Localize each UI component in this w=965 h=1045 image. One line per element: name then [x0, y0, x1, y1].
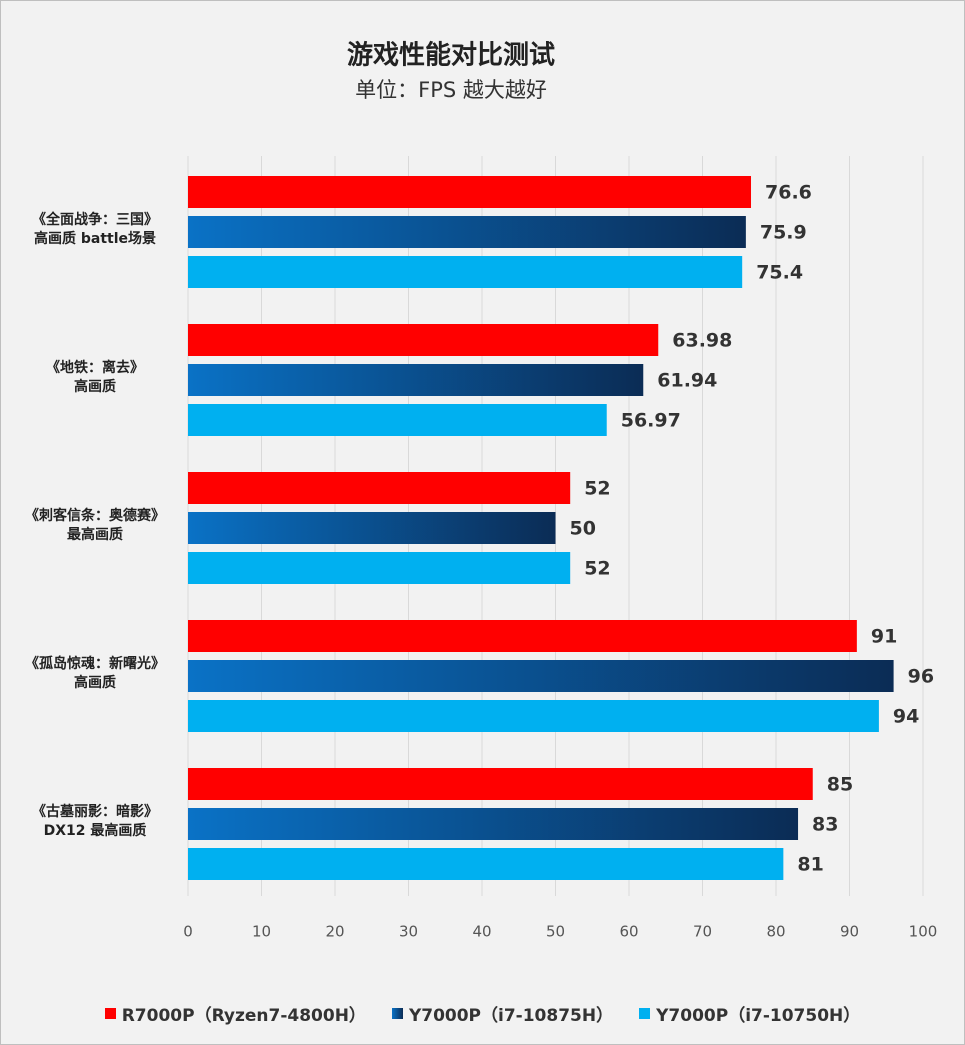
value-label: 81	[797, 854, 823, 876]
category-label: 《全面战争：三国》 高画质 battle场景	[32, 212, 158, 247]
legend-label: Y7000P（i7-10750H）	[656, 1006, 861, 1026]
category-label: 《古墓丽影：暗影》 DX12 最高画质	[32, 804, 158, 839]
legend-swatch	[639, 1008, 651, 1019]
bar	[188, 552, 571, 584]
value-label: 75.9	[760, 222, 807, 244]
chart-subtitle: 单位：FPS 越大越好	[355, 78, 547, 102]
legend-swatch	[104, 1008, 116, 1019]
x-tick-label: 30	[399, 923, 418, 941]
bar	[188, 660, 894, 692]
category-label: 《刺客信条：奥德赛》 最高画质	[25, 508, 165, 543]
bar	[188, 768, 813, 800]
bar	[188, 256, 743, 288]
bar	[188, 808, 799, 840]
value-label: 83	[812, 814, 838, 836]
x-tick-label: 40	[472, 923, 491, 941]
value-label: 75.4	[756, 262, 803, 284]
value-label: 50	[570, 518, 596, 540]
legend-label: R7000P（Ryzen7-4800H）	[121, 1006, 366, 1026]
value-label: 63.98	[672, 330, 732, 352]
category-label: 《地铁：离去》 高画质	[46, 360, 144, 395]
value-label: 96	[908, 666, 934, 688]
value-label: 56.97	[621, 410, 681, 432]
bar	[188, 176, 752, 208]
legend: R7000P（Ryzen7-4800H） Y7000P（i7-10875H） Y70…	[1, 1001, 964, 1026]
bar	[188, 364, 644, 396]
value-label: 85	[827, 774, 853, 796]
x-tick-label: 80	[766, 923, 785, 941]
bar	[188, 216, 746, 248]
value-label: 61.94	[657, 370, 717, 392]
value-label: 91	[871, 626, 897, 648]
x-tick-label: 0	[183, 923, 193, 941]
legend-swatch	[391, 1008, 403, 1019]
bar	[188, 848, 784, 880]
bar	[188, 472, 571, 504]
bar	[188, 620, 857, 652]
legend-item: Y7000P（i7-10875H）	[391, 1001, 614, 1026]
legend-label: Y7000P（i7-10875H）	[408, 1006, 614, 1026]
x-tick-label: 20	[325, 923, 344, 941]
x-tick-label: 50	[546, 923, 565, 941]
legend-item: Y7000P（i7-10750H）	[639, 1001, 860, 1026]
value-label: 94	[893, 706, 919, 728]
category-label: 《孤岛惊魂：新曙光》 高画质	[25, 656, 165, 691]
value-label: 76.6	[765, 182, 812, 204]
x-tick-label: 70	[693, 923, 712, 941]
bar	[188, 700, 879, 732]
x-tick-label: 60	[619, 923, 638, 941]
legend-item: R7000P（Ryzen7-4800H）	[104, 1001, 366, 1026]
x-tick-label: 90	[840, 923, 859, 941]
x-tick-label: 10	[252, 923, 271, 941]
bar	[188, 512, 556, 544]
chart-title: 游戏性能对比测试	[347, 40, 555, 71]
value-label: 52	[584, 558, 610, 580]
bar	[188, 324, 659, 356]
bar	[188, 404, 607, 436]
value-label: 52	[584, 478, 610, 500]
x-tick-label: 100	[909, 923, 938, 941]
